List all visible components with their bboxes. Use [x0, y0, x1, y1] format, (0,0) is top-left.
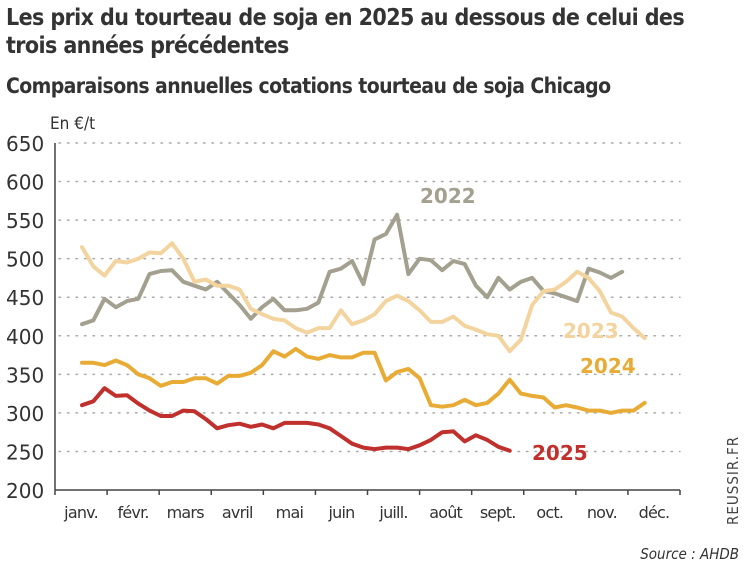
- y-tick-label: 650: [6, 132, 44, 156]
- series-line-2023: [80, 241, 647, 354]
- series-line-2024: [80, 346, 647, 415]
- y-tick-label: 500: [6, 248, 44, 272]
- x-tick-label: août: [429, 503, 462, 522]
- x-tick-label: oct.: [536, 503, 563, 522]
- y-tick-label: 250: [6, 440, 44, 464]
- brand-watermark: REUSSIR.FR: [724, 435, 742, 525]
- series-line-2025: [80, 386, 512, 453]
- y-tick-label: 200: [6, 479, 44, 503]
- series-label-2025: 2025: [532, 441, 588, 465]
- series-line-2022: [80, 212, 625, 327]
- source-note: Source : AHDB: [640, 545, 739, 563]
- x-tick-label: mai: [276, 503, 303, 522]
- x-tick-label: juin: [327, 503, 354, 522]
- x-tick-label: janv.: [63, 503, 98, 522]
- series-label-2023: 2023: [563, 319, 619, 343]
- y-tick-label: 400: [6, 325, 44, 349]
- x-tick-label: avril: [222, 503, 253, 522]
- y-tick-label: 550: [6, 209, 44, 233]
- chart-subtitle: Comparaisons annuelles cotations tourtea…: [6, 74, 611, 98]
- x-tick-label: mars: [167, 503, 205, 522]
- y-axis-label: En €/t: [50, 114, 96, 134]
- x-tick-label: juill.: [378, 503, 407, 522]
- y-tick-label: 300: [6, 402, 44, 426]
- x-tick-label: févr.: [118, 503, 149, 522]
- series-label-2022: 2022: [420, 184, 476, 208]
- y-tick-label: 450: [6, 286, 44, 310]
- y-tick-label: 350: [6, 363, 44, 387]
- y-tick-label: 600: [6, 171, 44, 195]
- series-label-2024: 2024: [580, 354, 636, 378]
- chart-title: Les prix du tourteau de soja en 2025 au …: [6, 5, 685, 59]
- x-tick-label: nov.: [587, 503, 617, 522]
- x-tick-label: sept.: [480, 503, 516, 522]
- x-tick-label: déc.: [639, 503, 670, 522]
